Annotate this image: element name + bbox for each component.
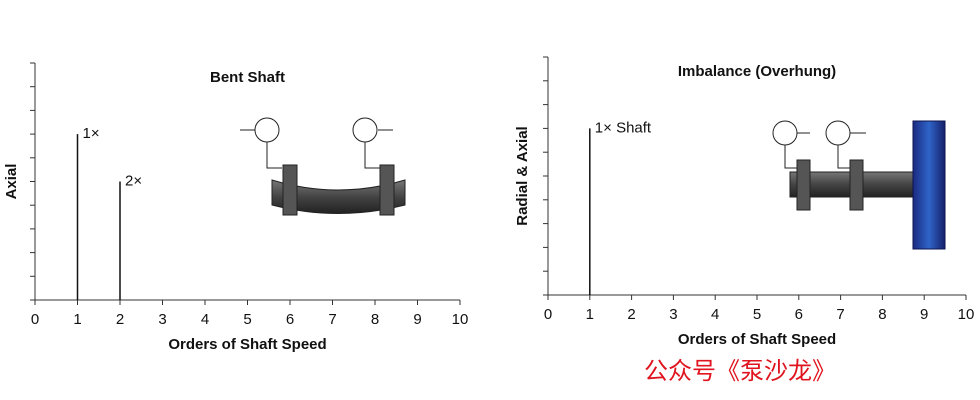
y-axis-label: Axial xyxy=(3,164,20,200)
x-tick-label: 10 xyxy=(958,306,975,323)
x-tick-label: 10 xyxy=(452,311,469,328)
x-tick-label: 9 xyxy=(920,306,928,323)
chart-title: Imbalance (Overhung) xyxy=(678,63,836,80)
x-tick-label: 6 xyxy=(795,306,803,323)
x-tick-label: 0 xyxy=(31,311,39,328)
x-tick-label: 5 xyxy=(753,306,761,323)
x-tick-label: 1 xyxy=(586,306,594,323)
x-tick-label: 5 xyxy=(243,311,251,328)
x-tick-label: 9 xyxy=(413,311,421,328)
x-tick-label: 7 xyxy=(328,311,336,328)
x-axis-label: Orders of Shaft Speed xyxy=(678,331,836,348)
x-tick-label: 7 xyxy=(836,306,844,323)
x-tick-label: 1 xyxy=(73,311,81,328)
overhung-illustration xyxy=(772,120,946,250)
x-tick-label: 2 xyxy=(627,306,635,323)
x-tick-label: 2 xyxy=(116,311,124,328)
point-label: 1× xyxy=(83,125,100,142)
point-label: 1× Shaft xyxy=(595,119,652,136)
x-tick-label: 3 xyxy=(158,311,166,328)
x-tick-label: 8 xyxy=(371,311,379,328)
x-tick-label: 8 xyxy=(878,306,886,323)
x-tick-label: 4 xyxy=(201,311,209,328)
x-tick-label: 3 xyxy=(669,306,677,323)
bent-shaft-illustration xyxy=(240,117,406,216)
point-label: 2× xyxy=(125,172,142,189)
x-tick-label: 4 xyxy=(711,306,719,323)
chart-title: Bent Shaft xyxy=(210,69,285,86)
watermark: 公众号《泵沙龙》 xyxy=(644,357,836,385)
x-tick-label: 6 xyxy=(286,311,294,328)
x-tick-label: 0 xyxy=(544,306,552,323)
y-axis-label: Radial & Axial xyxy=(514,126,531,225)
x-axis-label: Orders of Shaft Speed xyxy=(168,336,326,353)
